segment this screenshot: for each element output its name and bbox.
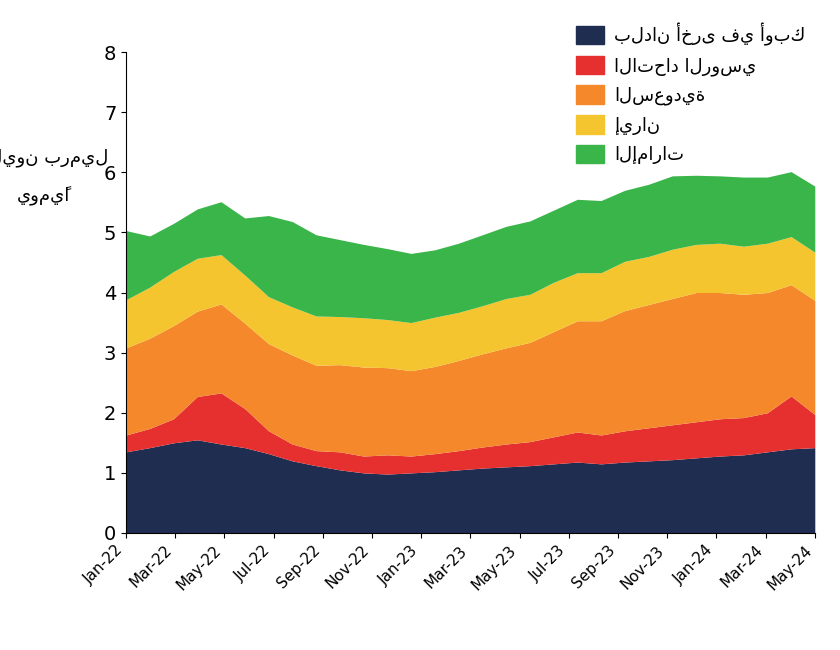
Text: مليون برميل: مليون برميل: [0, 149, 108, 167]
Text: يوميًا: يوميًا: [17, 187, 70, 206]
Legend: بلدان أخرى في أوبك, الاتحاد الروسي, السعودية, إيران, الإمارات: بلدان أخرى في أوبك, الاتحاد الروسي, السع…: [576, 23, 806, 164]
